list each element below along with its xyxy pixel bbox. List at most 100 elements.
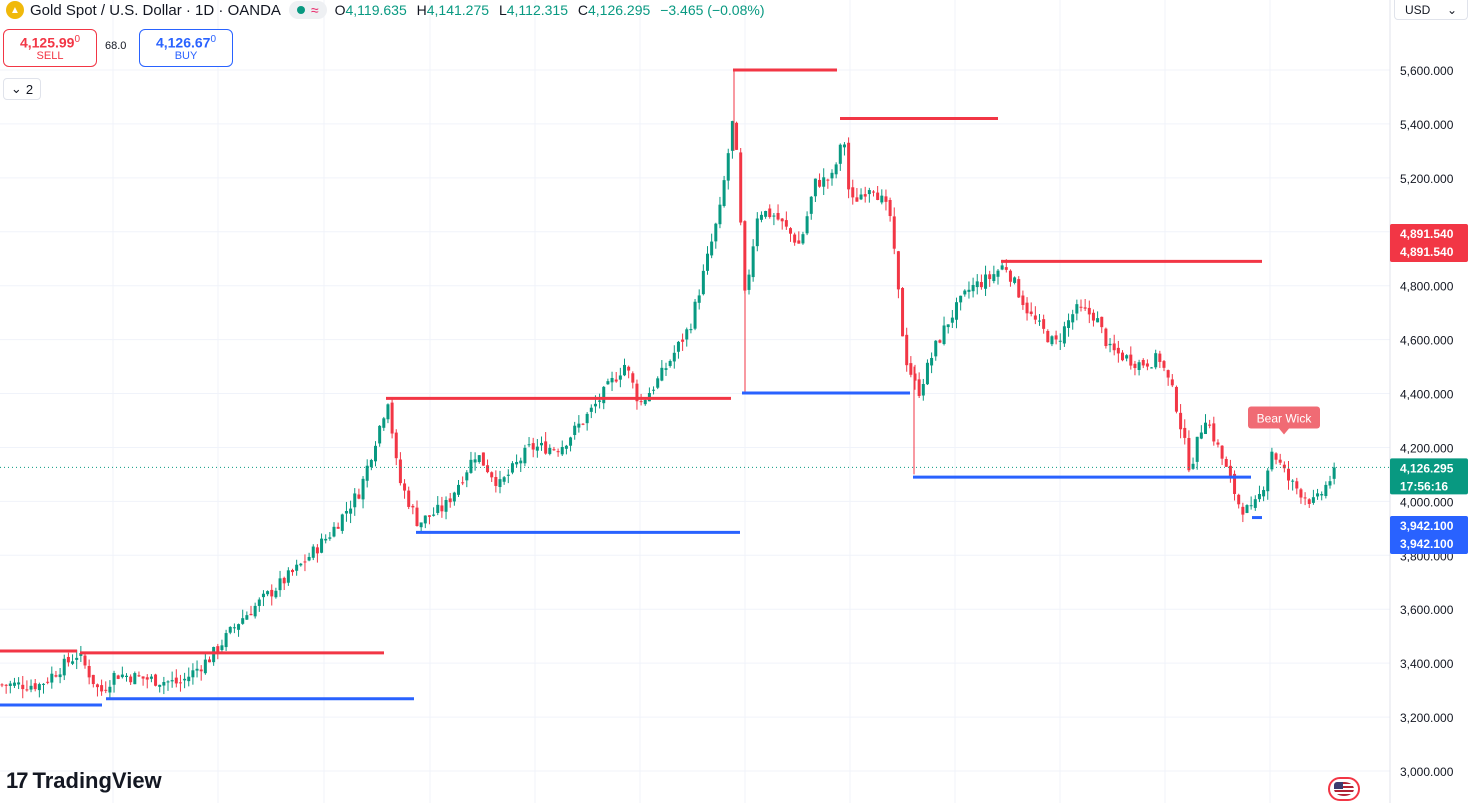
candle-body[interactable] <box>979 281 983 288</box>
candle-body[interactable] <box>606 381 610 385</box>
candle-body[interactable] <box>79 653 83 656</box>
candle-body[interactable] <box>1013 277 1017 283</box>
candle-body[interactable] <box>921 384 925 396</box>
candle-body[interactable] <box>668 360 672 366</box>
candle-body[interactable] <box>361 478 365 500</box>
candle-body[interactable] <box>257 599 261 606</box>
candle-body[interactable] <box>120 674 124 678</box>
candle-body[interactable] <box>614 379 618 382</box>
candle-body[interactable] <box>83 655 87 666</box>
candle-body[interactable] <box>1328 481 1332 486</box>
candle-body[interactable] <box>237 624 241 630</box>
candle-body[interactable] <box>955 302 958 320</box>
candle-body[interactable] <box>208 659 211 663</box>
candle-body[interactable] <box>187 676 191 682</box>
candle-body[interactable] <box>324 538 328 541</box>
candle-body[interactable] <box>934 340 938 357</box>
candle-body[interactable] <box>1100 316 1104 328</box>
candle-body[interactable] <box>639 401 643 403</box>
candle-body[interactable] <box>867 190 871 195</box>
candle-body[interactable] <box>681 339 685 342</box>
candle-body[interactable] <box>1324 484 1328 497</box>
region-flag-button[interactable] <box>1328 777 1360 801</box>
candle-body[interactable] <box>905 334 909 366</box>
candle-body[interactable] <box>544 441 548 454</box>
candle-body[interactable] <box>822 177 826 187</box>
candle-body[interactable] <box>91 674 95 685</box>
candle-body[interactable] <box>1174 386 1178 412</box>
candle-body[interactable] <box>726 153 730 181</box>
candle-body[interactable] <box>1075 304 1079 314</box>
candle-body[interactable] <box>178 682 182 684</box>
candle-body[interactable] <box>332 526 336 537</box>
candle-body[interactable] <box>813 178 817 197</box>
candle-body[interactable] <box>58 674 62 678</box>
candle-body[interactable] <box>747 274 751 290</box>
candle-body[interactable] <box>581 423 585 425</box>
candle-body[interactable] <box>145 677 149 680</box>
candle-body[interactable] <box>988 274 992 280</box>
candle-body[interactable] <box>1316 493 1320 497</box>
candle-body[interactable] <box>714 223 718 242</box>
candle-body[interactable] <box>1241 506 1245 515</box>
candle-body[interactable] <box>963 290 967 295</box>
candle-body[interactable] <box>1025 302 1029 314</box>
candle-body[interactable] <box>676 341 680 352</box>
candle-body[interactable] <box>759 214 763 220</box>
candle-body[interactable] <box>1096 318 1100 323</box>
candle-body[interactable] <box>320 538 324 553</box>
candle-body[interactable] <box>1000 265 1004 270</box>
candle-body[interactable] <box>469 459 473 473</box>
candle-body[interactable] <box>1212 423 1216 442</box>
candle-body[interactable] <box>901 288 905 337</box>
candle-body[interactable] <box>876 192 880 200</box>
candle-body[interactable] <box>183 678 187 681</box>
candle-body[interactable] <box>1208 424 1212 426</box>
candle-body[interactable] <box>1278 459 1282 463</box>
bear-wick-label[interactable]: Bear Wick <box>1257 411 1313 425</box>
candle-body[interactable] <box>42 683 45 685</box>
candle-body[interactable] <box>643 400 647 405</box>
candle-body[interactable] <box>772 215 776 217</box>
candle-body[interactable] <box>627 366 631 371</box>
candle-body[interactable] <box>1087 307 1091 315</box>
candle-body[interactable] <box>0 684 4 686</box>
candle-body[interactable] <box>353 493 357 508</box>
candle-body[interactable] <box>129 676 133 683</box>
candle-body[interactable] <box>925 362 929 385</box>
candle-body[interactable] <box>249 613 253 616</box>
candle-body[interactable] <box>17 682 21 685</box>
candle-body[interactable] <box>560 446 564 455</box>
candle-body[interactable] <box>195 668 199 671</box>
candle-body[interactable] <box>1029 311 1033 315</box>
candle-body[interactable] <box>1004 267 1008 270</box>
candle-body[interactable] <box>461 482 465 484</box>
candle-body[interactable] <box>913 373 917 381</box>
candle-body[interactable] <box>1150 367 1154 369</box>
candle-body[interactable] <box>419 522 423 528</box>
candle-body[interactable] <box>411 505 415 508</box>
candle-body[interactable] <box>888 200 892 217</box>
candle-body[interactable] <box>386 404 390 420</box>
candle-body[interactable] <box>564 445 568 449</box>
candle-body[interactable] <box>149 676 153 679</box>
candle-body[interactable] <box>87 665 91 678</box>
candle-body[interactable] <box>1112 343 1116 351</box>
candle-body[interactable] <box>154 674 158 686</box>
candle-body[interactable] <box>158 684 162 687</box>
bear-wick-label-bg[interactable] <box>1248 406 1320 429</box>
candle-body[interactable] <box>29 685 33 690</box>
candle-body[interactable] <box>104 689 108 691</box>
candle-body[interactable] <box>100 685 104 692</box>
candle-body[interactable] <box>278 578 282 591</box>
candle-body[interactable] <box>1038 320 1041 322</box>
candle-body[interactable] <box>1245 505 1249 513</box>
candle-body[interactable] <box>291 569 294 573</box>
candle-body[interactable] <box>602 386 606 404</box>
candle-body[interactable] <box>776 212 780 220</box>
candle-body[interactable] <box>859 194 863 200</box>
candle-body[interactable] <box>286 570 290 583</box>
candle-body[interactable] <box>1071 314 1075 323</box>
candle-body[interactable] <box>502 477 506 482</box>
candle-body[interactable] <box>1129 354 1133 366</box>
